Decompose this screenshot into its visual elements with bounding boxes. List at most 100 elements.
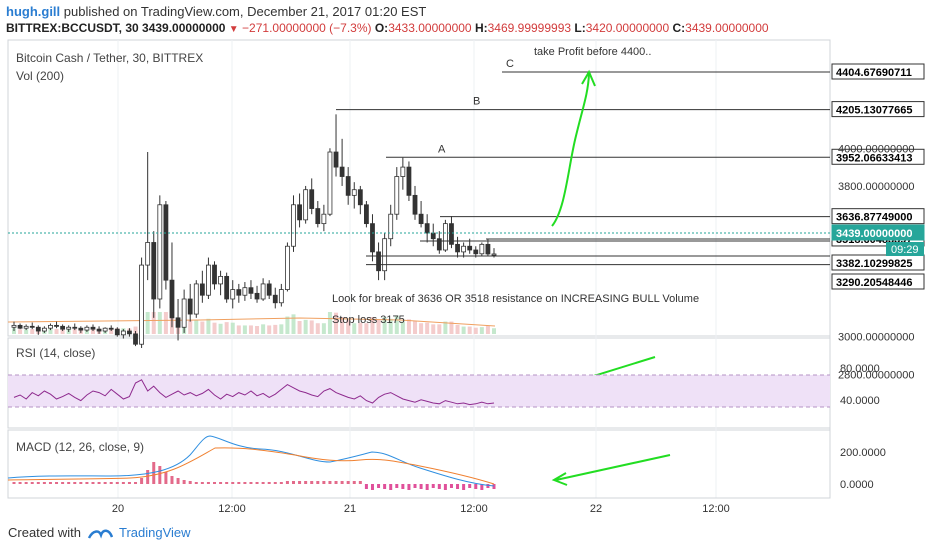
macd-hist-bar xyxy=(85,482,89,484)
macd-hist-bar xyxy=(91,482,95,484)
macd-hist-bar xyxy=(304,481,308,484)
publish-info: hugh.gill published on TradingView.com, … xyxy=(6,4,426,19)
macd-hist-bar xyxy=(389,484,393,490)
macd-hist-bar xyxy=(364,484,368,489)
macd-hist-bar xyxy=(97,482,101,484)
volume-bar xyxy=(492,328,496,334)
macd-hist-bar xyxy=(370,484,374,490)
macd-hist-bar xyxy=(273,482,277,484)
macd-hist-bar xyxy=(55,482,59,484)
macd-hist-bar xyxy=(48,482,52,484)
candle-body xyxy=(108,327,114,330)
macd-hist-bar xyxy=(164,472,168,484)
candle-body xyxy=(218,275,223,285)
up-arrow-head-icon xyxy=(581,69,596,87)
up-arrow-drawing xyxy=(551,73,590,227)
volume-bar xyxy=(352,323,357,334)
volume-bar xyxy=(297,321,302,334)
volume-bar xyxy=(30,329,35,334)
signal-line xyxy=(7,447,495,485)
candle-body xyxy=(357,189,363,206)
price-label-box xyxy=(831,254,925,271)
macd-hist-bar xyxy=(291,481,295,484)
macd-hist-bar xyxy=(492,484,496,489)
candle-body xyxy=(406,166,412,196)
volume-bar xyxy=(309,320,314,334)
candle-body xyxy=(48,324,53,329)
tradingview-link[interactable]: TradingView xyxy=(118,525,191,540)
level-name-label: B xyxy=(473,96,480,108)
footer: Created with TradingView xyxy=(8,525,191,540)
volume-bar xyxy=(267,325,272,334)
candle-body xyxy=(467,245,473,251)
close-label: C: xyxy=(672,21,686,35)
candle-body xyxy=(206,264,211,296)
macd-line xyxy=(7,435,495,487)
macd-hist-bar xyxy=(115,482,119,484)
macd-hist-bar xyxy=(225,482,229,484)
macd-hist-bar xyxy=(61,482,65,484)
volume-bar xyxy=(376,319,381,334)
volume-bar xyxy=(224,322,229,334)
volume-bar xyxy=(327,312,332,334)
macd-hist-bar xyxy=(352,481,356,484)
macd-hist-bar xyxy=(30,482,34,484)
candle-body xyxy=(193,283,199,315)
volume-bar xyxy=(60,329,65,334)
candle-body xyxy=(376,251,381,272)
candle-body xyxy=(54,324,59,327)
volume-bar xyxy=(455,324,460,334)
macd-arrow-drawing xyxy=(555,454,671,481)
candle-body xyxy=(35,326,41,332)
low-label: L: xyxy=(574,21,586,35)
macd-tick-200: 200.0000 xyxy=(840,447,886,459)
vertical-grid xyxy=(117,40,717,498)
publish-text: published on TradingView.com, December 2… xyxy=(63,4,427,19)
price-change: −271.00000000 (−7.3%) xyxy=(242,21,372,35)
candle-body xyxy=(266,283,272,296)
price-label-box xyxy=(831,273,925,290)
countdown-text: 09:29 xyxy=(891,244,919,256)
volume-bar xyxy=(206,318,211,334)
volume-bar xyxy=(340,317,345,334)
candle-body xyxy=(370,223,375,253)
macd-hist-bar xyxy=(152,462,156,484)
x-tick-label: 22 xyxy=(590,503,602,515)
volume-bar xyxy=(157,312,162,334)
volume-bar xyxy=(370,317,375,334)
candle-body xyxy=(388,213,394,240)
candle-body xyxy=(127,330,132,335)
macd-hist-bar xyxy=(456,484,460,489)
low-value: 3420.00000000 xyxy=(585,21,670,35)
candle-body xyxy=(248,287,254,294)
candle-body xyxy=(114,328,120,336)
macd-hist-bar xyxy=(407,484,411,490)
macd-hist-bar xyxy=(310,481,314,484)
rsi-line xyxy=(13,379,495,406)
volume-bar xyxy=(382,317,387,334)
macd-hist-bar xyxy=(328,481,332,484)
macd-hist-bar xyxy=(334,481,338,484)
volume-bar xyxy=(479,327,484,334)
candle-body xyxy=(364,204,369,225)
candle-body xyxy=(60,325,66,330)
candle-body xyxy=(315,208,321,225)
macd-hist-bar xyxy=(103,482,107,484)
candle-body xyxy=(133,333,138,345)
rsi-tick-40: 40.0000 xyxy=(840,395,880,407)
volume-bar xyxy=(358,322,363,334)
macd-hist-bar xyxy=(255,482,259,484)
price-label-box xyxy=(831,63,925,80)
candle-body xyxy=(187,298,193,315)
volume-bar xyxy=(18,329,23,334)
macd-hist-bar xyxy=(468,484,472,488)
level-name-label: C xyxy=(506,58,514,70)
volume-bar xyxy=(279,324,284,334)
candle-body xyxy=(224,275,230,300)
x-tick-label: 12:00 xyxy=(218,503,246,515)
volume-bar xyxy=(188,319,193,334)
volume-bar xyxy=(413,321,418,334)
candle-body xyxy=(412,194,418,215)
author-link[interactable]: hugh.gill xyxy=(6,4,61,19)
